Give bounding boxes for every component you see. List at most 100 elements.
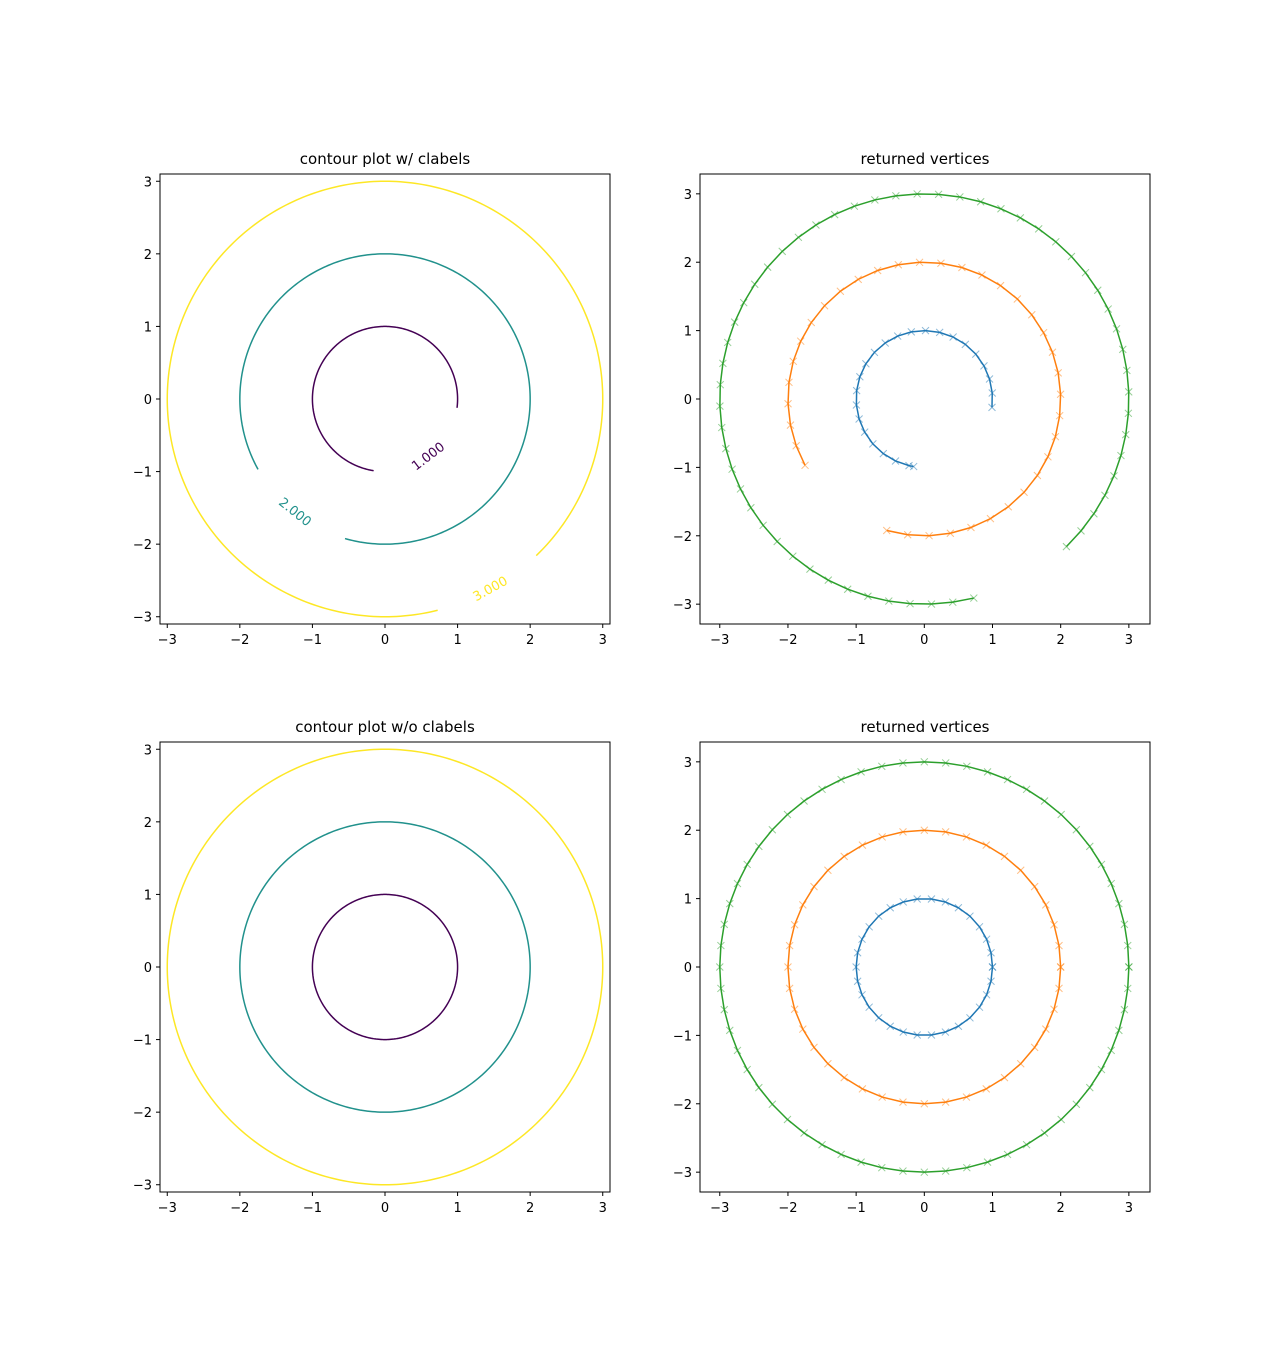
vertex-marker: [941, 828, 950, 836]
y-tick-label: 1: [684, 893, 692, 908]
vertex-marker: [941, 1098, 950, 1106]
vertex-marker: [1048, 348, 1057, 357]
vertex-marker: [812, 221, 820, 229]
vertex-marker: [728, 465, 736, 474]
vertex-marker: [881, 339, 890, 347]
vertex-marker: [988, 389, 997, 397]
vertex-marker: [1055, 941, 1063, 950]
vertex-marker: [891, 457, 900, 465]
x-tick-label: 0: [920, 1201, 928, 1216]
vertex-marker: [759, 521, 767, 530]
vertex-marker: [862, 359, 870, 368]
vertex-marker: [886, 903, 895, 912]
vertex-marker: [935, 328, 944, 337]
y-tick-label: 3: [684, 756, 692, 771]
vertex-marker: [925, 531, 933, 540]
y-tick-label: 0: [144, 393, 152, 408]
vertex-marker: [721, 444, 730, 453]
vertex-marker: [1040, 1129, 1049, 1137]
y-tick-label: 0: [684, 393, 692, 408]
vertex-marker: [717, 984, 725, 993]
vertex-marker: [788, 552, 797, 561]
vertex-marker: [850, 202, 859, 211]
x-tick-label: −2: [230, 633, 249, 648]
vertex-marker: [941, 759, 950, 767]
vertex-marker: [927, 1031, 936, 1039]
vertex-marker: [1085, 1083, 1094, 1092]
vertex-marker: [743, 1065, 752, 1074]
vertex-marker: [739, 298, 748, 307]
vertex-marker: [985, 375, 994, 383]
vertex-marker: [899, 828, 907, 836]
axes-frame: [159, 741, 611, 1193]
vertex-marker: [717, 941, 725, 950]
plot-area: [166, 748, 604, 1186]
vertex-marker: [818, 785, 826, 794]
vertex-marker: [810, 1043, 818, 1052]
vertex-marker: [723, 338, 732, 347]
vertex-marker: [966, 1013, 974, 1022]
y-tick-label: −3: [673, 1166, 692, 1181]
vertex-marker: [790, 1005, 799, 1014]
x-tick-label: 1: [988, 633, 996, 648]
vertex-marker: [784, 963, 792, 971]
vertex-marker: [1022, 785, 1031, 794]
vertex-marker: [1016, 213, 1025, 222]
vertex-marker: [983, 1158, 992, 1166]
x-tick-label: 0: [381, 633, 389, 648]
vertex-marker: [962, 833, 971, 841]
vertex-marker: [948, 598, 957, 607]
vertex-marker: [836, 287, 845, 296]
x-tick-label: 2: [526, 633, 534, 648]
vertex-marker: [934, 190, 943, 199]
vertex-line: [855, 329, 993, 468]
x-tick-label: 3: [599, 1201, 607, 1216]
vertex-marker: [1062, 542, 1071, 551]
vertex-marker: [927, 600, 936, 608]
x-tick-label: 1: [453, 633, 461, 648]
vertex-marker: [961, 340, 970, 349]
vertex-marker: [969, 594, 978, 602]
vertex-marker: [1117, 451, 1125, 460]
y-tick-label: 2: [684, 824, 692, 839]
vertex-marker: [786, 421, 795, 429]
vertex-marker: [852, 963, 860, 971]
subplot: returned vertices −3 −2 −1 0 1 2 3 −3 −2 −1 0 1 2 3: [673, 150, 1151, 648]
x-tick-label: 1: [988, 1201, 996, 1216]
vertex-marker: [785, 984, 794, 993]
vertex-marker: [855, 372, 864, 381]
contour-line: [239, 253, 531, 545]
vertex-marker: [864, 592, 872, 601]
subplot: returned vertices −3 −2 −1 0 1 2 3 −3 −2 −1 0 1 2 3: [673, 718, 1151, 1216]
y-tick-label: 3: [144, 175, 152, 190]
vertex-marker: [733, 879, 742, 888]
vertex-marker: [716, 380, 725, 389]
vertex-marker: [857, 1158, 865, 1166]
x-tick-label: −2: [778, 1201, 797, 1216]
vertex-marker: [899, 898, 908, 906]
subplot: contour plot w/o clabels −3 −2 −1 0 1 2 3 −3 −2 −1…: [133, 718, 611, 1216]
vertex-marker: [725, 1026, 734, 1035]
plot-area: [715, 757, 1133, 1177]
vertex-marker: [716, 402, 724, 411]
vertex-marker: [858, 1085, 867, 1093]
vertex-marker: [1120, 920, 1129, 929]
vertex-marker: [1013, 295, 1022, 303]
contour-line: [166, 748, 604, 1186]
vertex-marker: [915, 258, 924, 267]
vertex-marker: [858, 935, 866, 944]
y-tick-label: −1: [673, 1029, 692, 1044]
vertex-marker: [1055, 411, 1064, 420]
vertex-marker: [1050, 1005, 1058, 1014]
vertex-marker: [1123, 984, 1132, 993]
vertex-marker: [796, 337, 805, 346]
vertex-marker: [987, 977, 995, 986]
axes-frame: [699, 741, 1151, 1193]
vertex-marker: [768, 825, 777, 834]
vertex-marker: [1097, 860, 1106, 869]
vertex-marker: [837, 775, 845, 784]
vertex-marker: [878, 833, 887, 841]
vertex-marker: [719, 359, 727, 368]
vertex-marker: [1124, 409, 1133, 418]
y-tick-label: −2: [133, 538, 152, 553]
